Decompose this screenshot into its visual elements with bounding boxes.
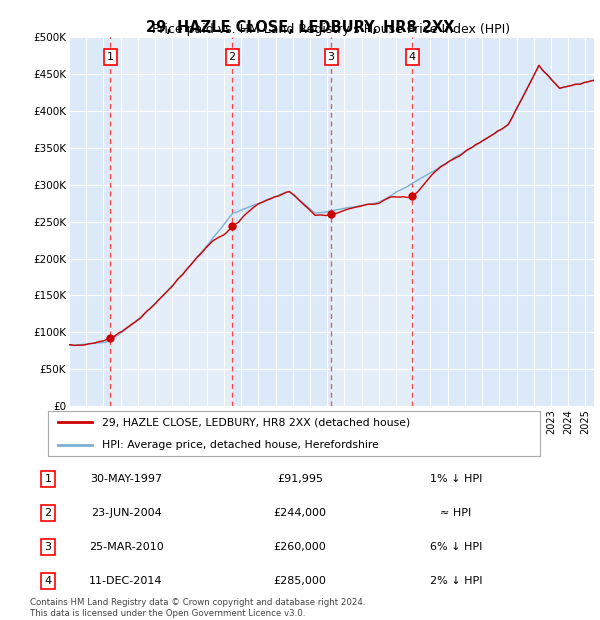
Text: Contains HM Land Registry data © Crown copyright and database right 2024.
This d: Contains HM Land Registry data © Crown c…: [30, 598, 365, 618]
Text: 29, HAZLE CLOSE, LEDBURY, HR8 2XX (detached house): 29, HAZLE CLOSE, LEDBURY, HR8 2XX (detac…: [102, 417, 410, 427]
Text: ≈ HPI: ≈ HPI: [440, 508, 472, 518]
Bar: [331, 37, 412, 406]
Bar: [110, 37, 232, 406]
Text: 25-MAR-2010: 25-MAR-2010: [89, 542, 163, 552]
Text: 1: 1: [107, 52, 114, 62]
Text: 1% ↓ HPI: 1% ↓ HPI: [430, 474, 482, 484]
Text: 2: 2: [44, 508, 52, 518]
Text: 3: 3: [328, 52, 335, 62]
Text: 29, HAZLE CLOSE, LEDBURY, HR8 2XX: 29, HAZLE CLOSE, LEDBURY, HR8 2XX: [146, 20, 454, 35]
Text: £244,000: £244,000: [274, 508, 326, 518]
Text: 4: 4: [44, 576, 52, 587]
Text: 2: 2: [229, 52, 236, 62]
Text: 3: 3: [44, 542, 52, 552]
Text: 1: 1: [44, 474, 52, 484]
Text: £285,000: £285,000: [274, 576, 326, 587]
Text: £260,000: £260,000: [274, 542, 326, 552]
Title: Price paid vs. HM Land Registry's House Price Index (HPI): Price paid vs. HM Land Registry's House …: [152, 23, 511, 36]
Text: HPI: Average price, detached house, Herefordshire: HPI: Average price, detached house, Here…: [102, 440, 379, 450]
Text: 6% ↓ HPI: 6% ↓ HPI: [430, 542, 482, 552]
Text: 23-JUN-2004: 23-JUN-2004: [91, 508, 161, 518]
Text: 4: 4: [409, 52, 416, 62]
Text: £91,995: £91,995: [277, 474, 323, 484]
Text: 11-DEC-2014: 11-DEC-2014: [89, 576, 163, 587]
Text: 2% ↓ HPI: 2% ↓ HPI: [430, 576, 482, 587]
Text: 30-MAY-1997: 30-MAY-1997: [90, 474, 162, 484]
